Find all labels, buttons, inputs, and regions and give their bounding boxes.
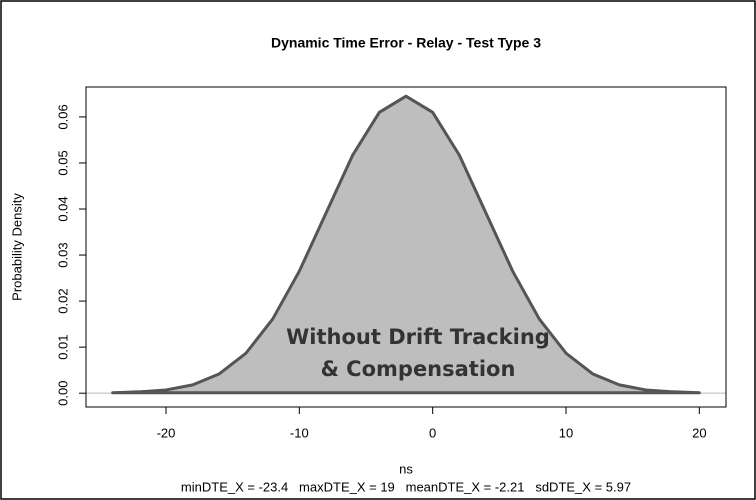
density-area bbox=[111, 94, 701, 395]
y-tick-label: 0.01 bbox=[55, 334, 70, 359]
x-axis-label: ns bbox=[399, 461, 413, 476]
y-axis-label: Probability Density bbox=[9, 193, 24, 301]
chart-title: Dynamic Time Error - Relay - Test Type 3 bbox=[271, 35, 541, 51]
y-tick-label: 0.02 bbox=[55, 288, 70, 313]
x-tick-label: 0 bbox=[429, 425, 436, 440]
subtitle: minDTE_X = -23.4 maxDTE_X = 19 meanDTE_X… bbox=[181, 479, 631, 494]
y-tick-label: 0.03 bbox=[55, 242, 70, 267]
x-tick-label: -20 bbox=[157, 425, 176, 440]
x-tick-label: 10 bbox=[559, 425, 573, 440]
y-tick-label: 0.04 bbox=[55, 196, 70, 221]
y-tick-label: 0.06 bbox=[55, 104, 70, 129]
y-tick-label: 0.05 bbox=[55, 150, 70, 175]
x-tick-label: -10 bbox=[290, 425, 309, 440]
annotation: & Compensation bbox=[321, 357, 516, 381]
x-tick-label: 20 bbox=[692, 425, 706, 440]
annotation: Without Drift Tracking bbox=[286, 325, 550, 349]
y-tick-label: 0.00 bbox=[55, 381, 70, 406]
